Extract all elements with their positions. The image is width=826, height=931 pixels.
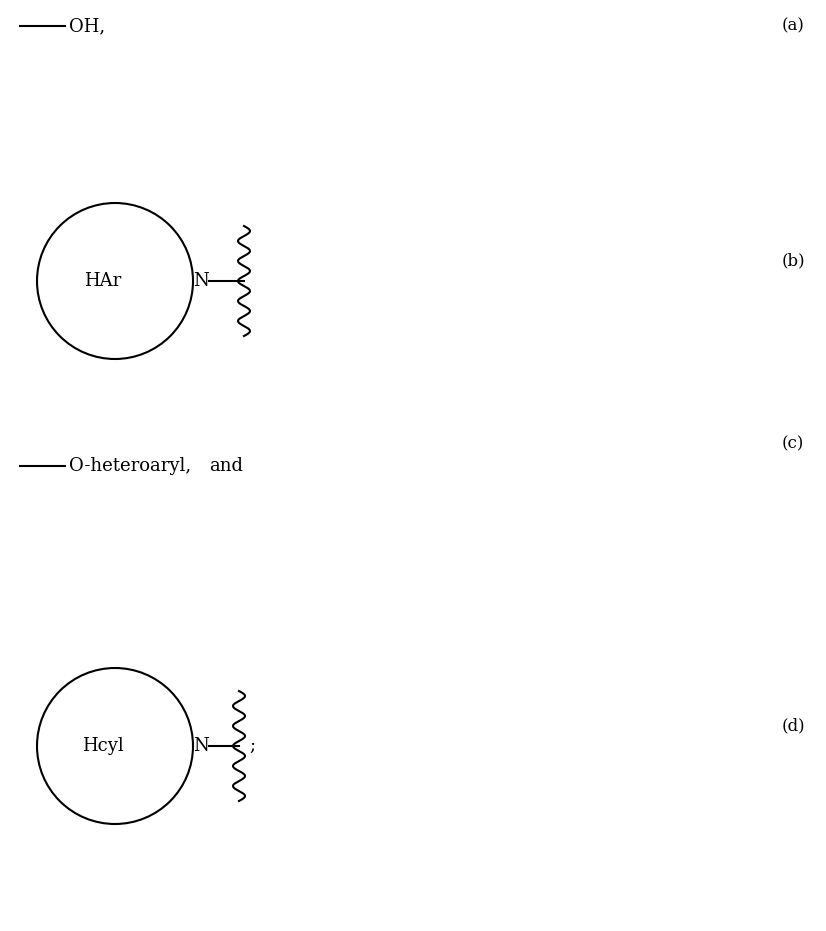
Text: (b): (b) — [781, 252, 805, 269]
Text: O-heteroaryl,: O-heteroaryl, — [69, 457, 191, 475]
Text: Hcyl: Hcyl — [82, 737, 124, 755]
Text: (a): (a) — [781, 18, 805, 34]
Text: HAr: HAr — [84, 272, 121, 290]
Text: N: N — [193, 272, 209, 290]
Text: ;: ; — [249, 737, 255, 755]
Text: (c): (c) — [782, 436, 805, 452]
Text: OH,: OH, — [69, 17, 105, 35]
Text: and: and — [209, 457, 243, 475]
Text: (d): (d) — [781, 718, 805, 735]
Text: N: N — [193, 737, 209, 755]
